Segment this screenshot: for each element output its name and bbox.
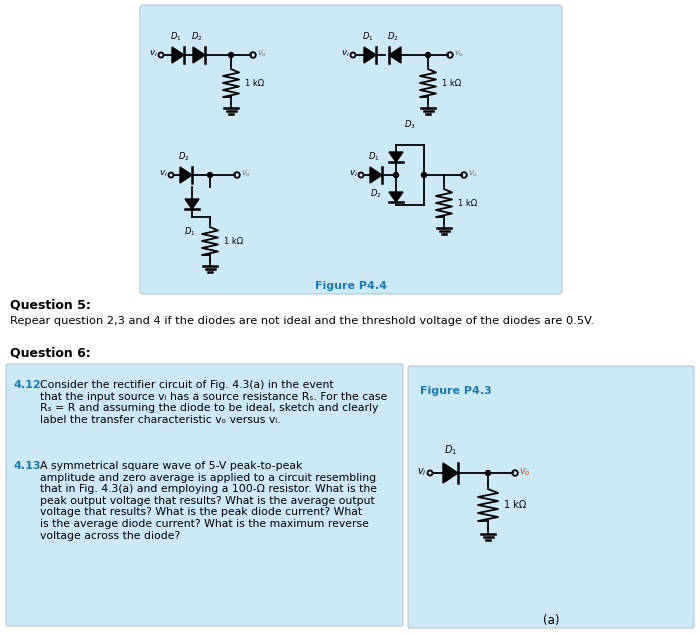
Text: Question 6:: Question 6: (10, 347, 91, 360)
Circle shape (421, 173, 426, 178)
Polygon shape (443, 463, 458, 483)
Text: $D_1$: $D_1$ (184, 225, 196, 237)
Polygon shape (364, 47, 376, 63)
Text: 1 kΩ: 1 kΩ (224, 236, 243, 246)
Text: $D_1$: $D_1$ (170, 30, 182, 43)
Polygon shape (180, 167, 192, 183)
Polygon shape (172, 47, 184, 63)
Text: 1 kΩ: 1 kΩ (442, 79, 461, 88)
Text: $D_1$: $D_1$ (444, 443, 458, 457)
Circle shape (426, 53, 430, 58)
Text: $v_i$: $v_i$ (341, 49, 350, 59)
Circle shape (486, 471, 491, 476)
Text: $D_2$: $D_2$ (370, 187, 382, 200)
Polygon shape (389, 192, 403, 202)
Polygon shape (193, 47, 205, 63)
FancyBboxPatch shape (6, 364, 403, 626)
Text: $v_i$: $v_i$ (417, 466, 427, 478)
Text: Question 5:: Question 5: (10, 299, 91, 312)
Text: $v_i$: $v_i$ (349, 169, 358, 179)
Text: $D_2$: $D_2$ (387, 30, 399, 43)
Text: $D_1$: $D_1$ (368, 150, 380, 163)
FancyBboxPatch shape (140, 5, 562, 294)
Text: (a): (a) (542, 614, 559, 627)
Polygon shape (370, 167, 382, 183)
Text: 4.12: 4.12 (14, 380, 41, 390)
Text: $v_o$: $v_o$ (257, 49, 267, 59)
Text: $v_i$: $v_i$ (159, 169, 168, 179)
Text: A symmetrical square wave of 5-V peak-to-peak
amplitude and zero average is appl: A symmetrical square wave of 5-V peak-to… (40, 461, 377, 540)
Polygon shape (389, 152, 403, 162)
Text: 1 kΩ: 1 kΩ (458, 199, 477, 208)
Text: $v_o$: $v_o$ (519, 466, 531, 478)
Text: Figure P4.4: Figure P4.4 (315, 281, 387, 291)
Text: 4.13: 4.13 (14, 461, 41, 471)
Circle shape (207, 173, 213, 178)
Text: $D_2$: $D_2$ (191, 30, 203, 43)
Circle shape (228, 53, 234, 58)
Text: $v_i$: $v_i$ (149, 49, 158, 59)
Polygon shape (185, 199, 199, 209)
Text: 1 kΩ: 1 kΩ (245, 79, 264, 88)
Text: Consider the rectifier circuit of Fig. 4.3(a) in the event
that the input source: Consider the rectifier circuit of Fig. 4… (40, 380, 387, 425)
Circle shape (393, 173, 398, 178)
Text: Figure P4.3: Figure P4.3 (420, 386, 491, 396)
Text: $v_o$: $v_o$ (241, 169, 251, 179)
Text: 1 kΩ: 1 kΩ (504, 500, 526, 510)
Text: $v_o$: $v_o$ (468, 169, 478, 179)
Text: $v_o$: $v_o$ (454, 49, 464, 59)
Text: $D_2$: $D_2$ (178, 150, 190, 163)
Text: $D_3$: $D_3$ (404, 119, 416, 131)
Text: $D_1$: $D_1$ (362, 30, 374, 43)
Polygon shape (389, 47, 401, 63)
Text: Repear question 2,3 and 4 if the diodes are not ideal and the threshold voltage : Repear question 2,3 and 4 if the diodes … (10, 316, 594, 326)
FancyBboxPatch shape (408, 366, 694, 628)
